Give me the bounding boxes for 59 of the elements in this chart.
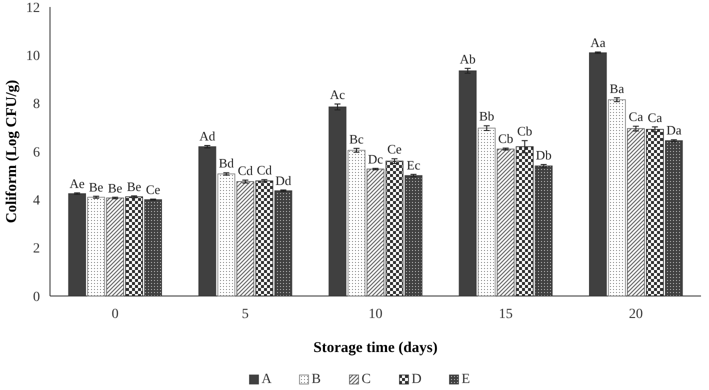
data-label: Cd: [238, 163, 254, 178]
data-label: Ae: [70, 176, 85, 191]
data-label: Ba: [610, 80, 624, 96]
data-label: Cb: [498, 131, 514, 146]
bar: [106, 198, 124, 296]
y-axis-title: Coliform (Log CFU/g): [4, 80, 20, 224]
data-label: Aa: [590, 35, 606, 50]
data-label: Ac: [330, 87, 346, 102]
legend-label: D: [412, 372, 422, 387]
bar: [646, 128, 664, 296]
data-label: Bb: [479, 108, 494, 124]
bar: [516, 146, 534, 296]
bar: [627, 128, 645, 296]
legend-label: B: [312, 372, 321, 387]
data-label: Ca: [648, 110, 662, 125]
data-label: Ab: [460, 51, 476, 66]
bar: [217, 174, 236, 296]
bar: [496, 148, 515, 296]
y-tick-label: 0: [33, 290, 40, 305]
y-tick-label: 12: [26, 0, 40, 16]
data-label: Bc: [349, 131, 364, 146]
legend-label: A: [262, 372, 272, 387]
data-label: Bd: [218, 156, 234, 171]
bar: [608, 99, 626, 296]
x-tick-label: 10: [368, 307, 382, 322]
y-tick-label: 6: [33, 145, 40, 160]
bar: [366, 168, 384, 296]
bar: [386, 160, 404, 296]
data-label: Dc: [368, 151, 384, 166]
data-label: Db: [536, 148, 552, 163]
y-tick-label: 2: [33, 242, 40, 257]
data-label: Cb: [517, 124, 532, 139]
data-label: Dd: [275, 173, 292, 188]
data-label: Be: [88, 179, 104, 194]
data-label: Ce: [387, 142, 402, 157]
x-tick-label: 15: [498, 307, 513, 322]
data-label: Ca: [628, 109, 644, 124]
x-tick-label: 5: [242, 307, 249, 322]
x-tick-label: 20: [628, 307, 643, 322]
bar: [125, 196, 143, 296]
data-label: Ad: [199, 128, 216, 144]
data-label: Cd: [256, 162, 272, 178]
data-label: Ec: [406, 157, 421, 172]
y-tick-label: 4: [33, 194, 40, 209]
y-tick-label: 8: [33, 97, 40, 112]
data-label: Be: [108, 180, 123, 196]
legend-label: E: [462, 372, 470, 387]
data-label: Be: [126, 178, 142, 194]
bar: [236, 181, 254, 296]
bar: [478, 128, 496, 296]
legend-label: C: [362, 372, 371, 387]
x-tick-label: 0: [112, 307, 119, 322]
bar: [255, 180, 274, 296]
bar: [87, 196, 105, 296]
data-label: Da: [666, 122, 682, 138]
y-tick-label: 10: [26, 49, 40, 64]
bar: [348, 150, 366, 296]
data-label: Ce: [146, 182, 161, 198]
x-axis-title: Storage time (days): [313, 340, 438, 356]
